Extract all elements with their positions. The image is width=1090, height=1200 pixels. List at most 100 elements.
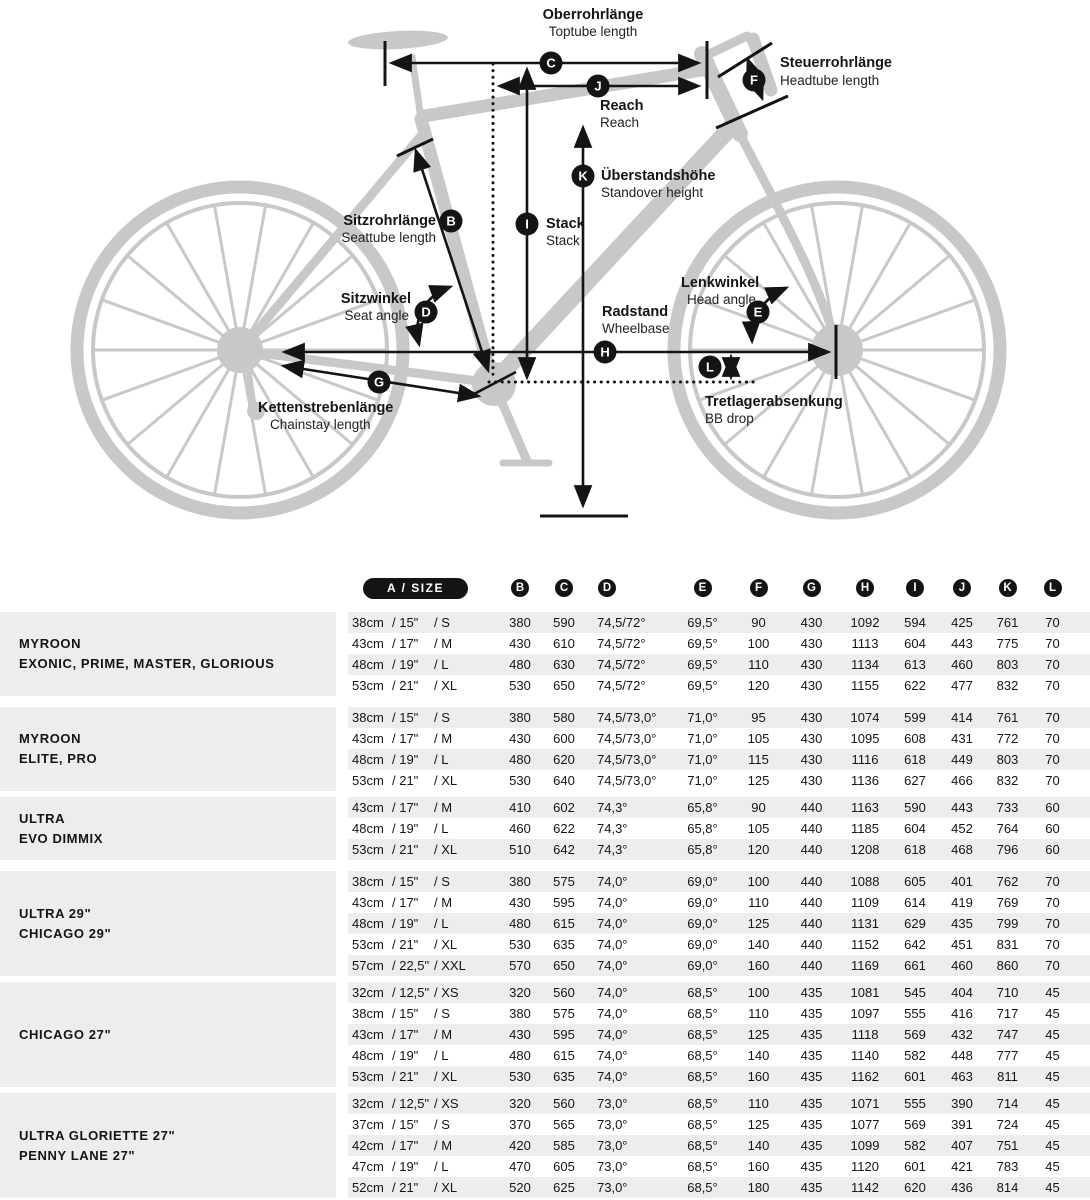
cell-G: 435 <box>800 985 823 1000</box>
cell-I: 590 <box>904 800 926 815</box>
size-row: 43cm/ 17" / M 410 602 74,3° 65,8° 90 440 1163 590… <box>348 797 1090 818</box>
cell-I: 555 <box>904 1006 926 1021</box>
cell-G: 440 <box>800 800 823 815</box>
cell-E: 68,5° <box>687 1117 718 1132</box>
cell-L: 45 <box>1045 1096 1060 1111</box>
wheel-spokes <box>94 205 983 495</box>
cell-H: 1208 <box>850 842 880 857</box>
cell-B: 470 <box>509 1159 531 1174</box>
cell-E: 71,0° <box>687 773 718 788</box>
cell-B: 480 <box>509 1048 531 1063</box>
toptube-measure: Oberrohrlänge Toptube length C <box>383 7 709 99</box>
cell-I: 622 <box>904 678 926 693</box>
cell-E: 69,0° <box>687 874 718 889</box>
chainstay-label-en: Chainstay length <box>270 417 371 432</box>
cell-size: 53cm/ 21" / XL <box>352 678 458 693</box>
bbdrop-label-en: BB drop <box>705 411 754 426</box>
bbdrop-measure: Tretlagerabsenkung BB drop L <box>473 353 843 426</box>
badge-C: C <box>539 51 563 75</box>
cell-L: 70 <box>1045 752 1060 767</box>
cell-H: 1169 <box>851 958 879 973</box>
cell-H: 1077 <box>850 1117 880 1132</box>
cell-C: 585 <box>553 1138 575 1153</box>
cell-I: 601 <box>904 1069 926 1084</box>
cell-H: 1092 <box>850 615 880 630</box>
column-header-J: J <box>939 579 985 597</box>
model-name-line: CHICAGO 27" <box>19 1026 112 1042</box>
cell-F: 160 <box>747 1159 770 1174</box>
cell-D: 74,5/73,0° <box>597 710 657 725</box>
cell-H: 1088 <box>850 874 880 889</box>
cell-D: 74,0° <box>597 985 628 1000</box>
cell-size: 48cm/ 19" / L <box>352 657 449 672</box>
size-row: 43cm/ 17" / M 430 595 74,0° 68,5° 125 435 1118 56… <box>348 1024 1090 1045</box>
model-name: ULTRA GLORIETTE 27" PENNY LANE 27" <box>0 1093 336 1198</box>
svg-text:I: I <box>525 217 529 232</box>
cell-D: 74,0° <box>597 1027 628 1042</box>
table-group: MYROON EXONIC, PRIME, MASTER, GLORIOUS 38c… <box>0 612 1090 696</box>
column-header-H: H <box>839 579 891 597</box>
size-row: 43cm/ 17" / M 430 595 74,0° 69,0° 110 440 1109 61… <box>348 892 1090 913</box>
cell-size: 43cm/ 17" / M <box>352 1027 453 1042</box>
cell-B: 380 <box>509 1006 531 1021</box>
size-row: 53cm/ 21" / XL 530 635 74,0° 69,0° 140 440 1152 6… <box>348 934 1090 955</box>
cell-I: 555 <box>904 1096 926 1111</box>
cell-B: 530 <box>509 678 531 693</box>
cell-G: 435 <box>800 1069 823 1084</box>
cell-K: 769 <box>996 895 1019 910</box>
stack-label-de: Stack <box>546 216 586 232</box>
cell-I: 618 <box>904 752 926 767</box>
cell-C: 630 <box>553 657 575 672</box>
cell-D: 74,0° <box>597 1006 628 1021</box>
cell-size: 38cm/ 15" / S <box>352 615 450 630</box>
cell-L: 70 <box>1045 895 1060 910</box>
cell-C: 590 <box>553 615 575 630</box>
seatangle-measure: Sitzwinkel Seat angle D <box>341 285 454 348</box>
svg-text:J: J <box>594 79 601 94</box>
cell-F: 125 <box>747 773 770 788</box>
cell-F: 110 <box>748 657 769 672</box>
badge-H: H <box>593 340 617 364</box>
cell-size: 43cm/ 17" / M <box>352 636 453 651</box>
column-badge-I: I <box>906 579 924 597</box>
cell-L: 70 <box>1045 657 1060 672</box>
cell-J: 416 <box>951 1006 973 1021</box>
cell-I: 661 <box>904 958 926 973</box>
cell-K: 761 <box>996 615 1019 630</box>
badge-G: G <box>367 370 391 394</box>
cell-J: 404 <box>951 985 973 1000</box>
bike-silhouette <box>70 30 1007 520</box>
cell-G: 430 <box>800 678 823 693</box>
cell-K: 832 <box>996 678 1019 693</box>
cell-F: 105 <box>747 821 770 836</box>
cell-size: 38cm/ 15" / S <box>352 710 450 725</box>
cell-size: 48cm/ 19" / L <box>352 916 449 931</box>
cell-B: 430 <box>509 731 531 746</box>
cell-size: 37cm/ 15" / S <box>352 1117 450 1132</box>
cell-H: 1071 <box>850 1096 880 1111</box>
cell-F: 115 <box>748 752 769 767</box>
cell-D: 74,5/73,0° <box>597 731 657 746</box>
cell-size: 48cm/ 19" / L <box>352 752 449 767</box>
cell-B: 320 <box>509 985 531 1000</box>
size-row: 47cm/ 19" / L 470 605 73,0° 68,5° 160 435 1120 60… <box>348 1156 1090 1177</box>
chainstay-measure: Kettenstrebenlänge Chainstay length G <box>258 359 482 432</box>
cell-H: 1155 <box>851 678 879 693</box>
cell-J: 443 <box>951 636 973 651</box>
cell-C: 605 <box>553 1159 575 1174</box>
cell-I: 620 <box>904 1180 926 1195</box>
cell-J: 425 <box>951 615 973 630</box>
cell-F: 110 <box>748 1096 769 1111</box>
cell-J: 419 <box>951 895 973 910</box>
size-row: 42cm/ 17" / M 420 585 73,0° 68,5° 140 435 1099 58… <box>348 1135 1090 1156</box>
cell-E: 68,5° <box>687 1138 718 1153</box>
badge-J: J <box>586 74 610 98</box>
cell-H: 1074 <box>850 710 880 725</box>
cell-K: 775 <box>996 636 1019 651</box>
badge-I: I <box>515 212 539 236</box>
size-row: 53cm/ 21" / XL 510 642 74,3° 65,8° 120 440 1208 6… <box>348 839 1090 860</box>
cell-B: 570 <box>509 958 531 973</box>
cell-size: 32cm/ 12,5" / XS <box>352 985 459 1000</box>
saddle <box>348 30 448 50</box>
cell-J: 421 <box>951 1159 973 1174</box>
